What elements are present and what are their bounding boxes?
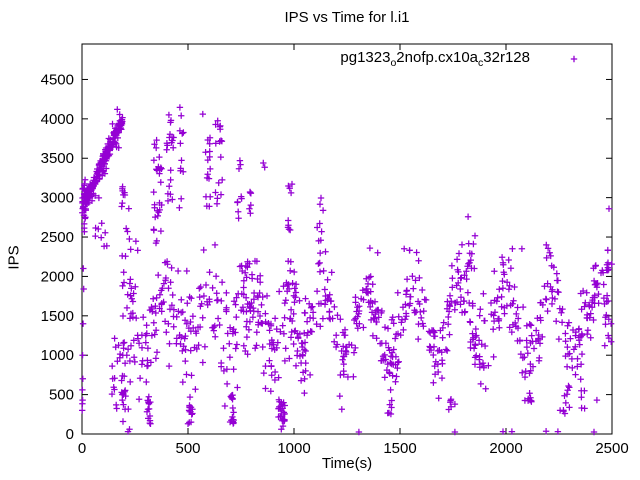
y-tick-label: 500: [49, 387, 74, 404]
x-tick-label: 2000: [489, 440, 522, 457]
y-tick-label: 2500: [41, 229, 74, 246]
x-tick-label: 0: [78, 440, 86, 457]
y-tick-label: 4500: [41, 71, 74, 88]
y-tick-label: 2000: [41, 268, 74, 285]
plot-border: [81, 43, 613, 435]
legend-series-label: pg1323o2nofp.cx10ac32r128: [340, 49, 530, 69]
scatter-points: [79, 104, 615, 436]
y-tick-label: 3000: [41, 190, 74, 207]
legend: pg1323o2nofp.cx10ac32r128: [340, 49, 588, 69]
x-axis-label: Time(s): [321, 455, 373, 472]
x-tick-label: 1500: [383, 440, 416, 457]
y-tick-label: 1500: [41, 308, 74, 325]
plot-title: IPS vs Time for l.i1: [284, 9, 410, 26]
y-axis-label: IPS: [5, 245, 23, 270]
x-tick-label: 1000: [277, 440, 310, 457]
y-tick-label: 0: [66, 426, 74, 443]
y-tick-label: 3500: [41, 150, 74, 167]
y-tick-label: 1000: [41, 347, 74, 364]
legend-marker-icon: [570, 55, 578, 63]
x-tick-label: 500: [175, 440, 200, 457]
x-tick-label: 2500: [595, 440, 628, 457]
y-tick-label: 4000: [41, 111, 74, 128]
